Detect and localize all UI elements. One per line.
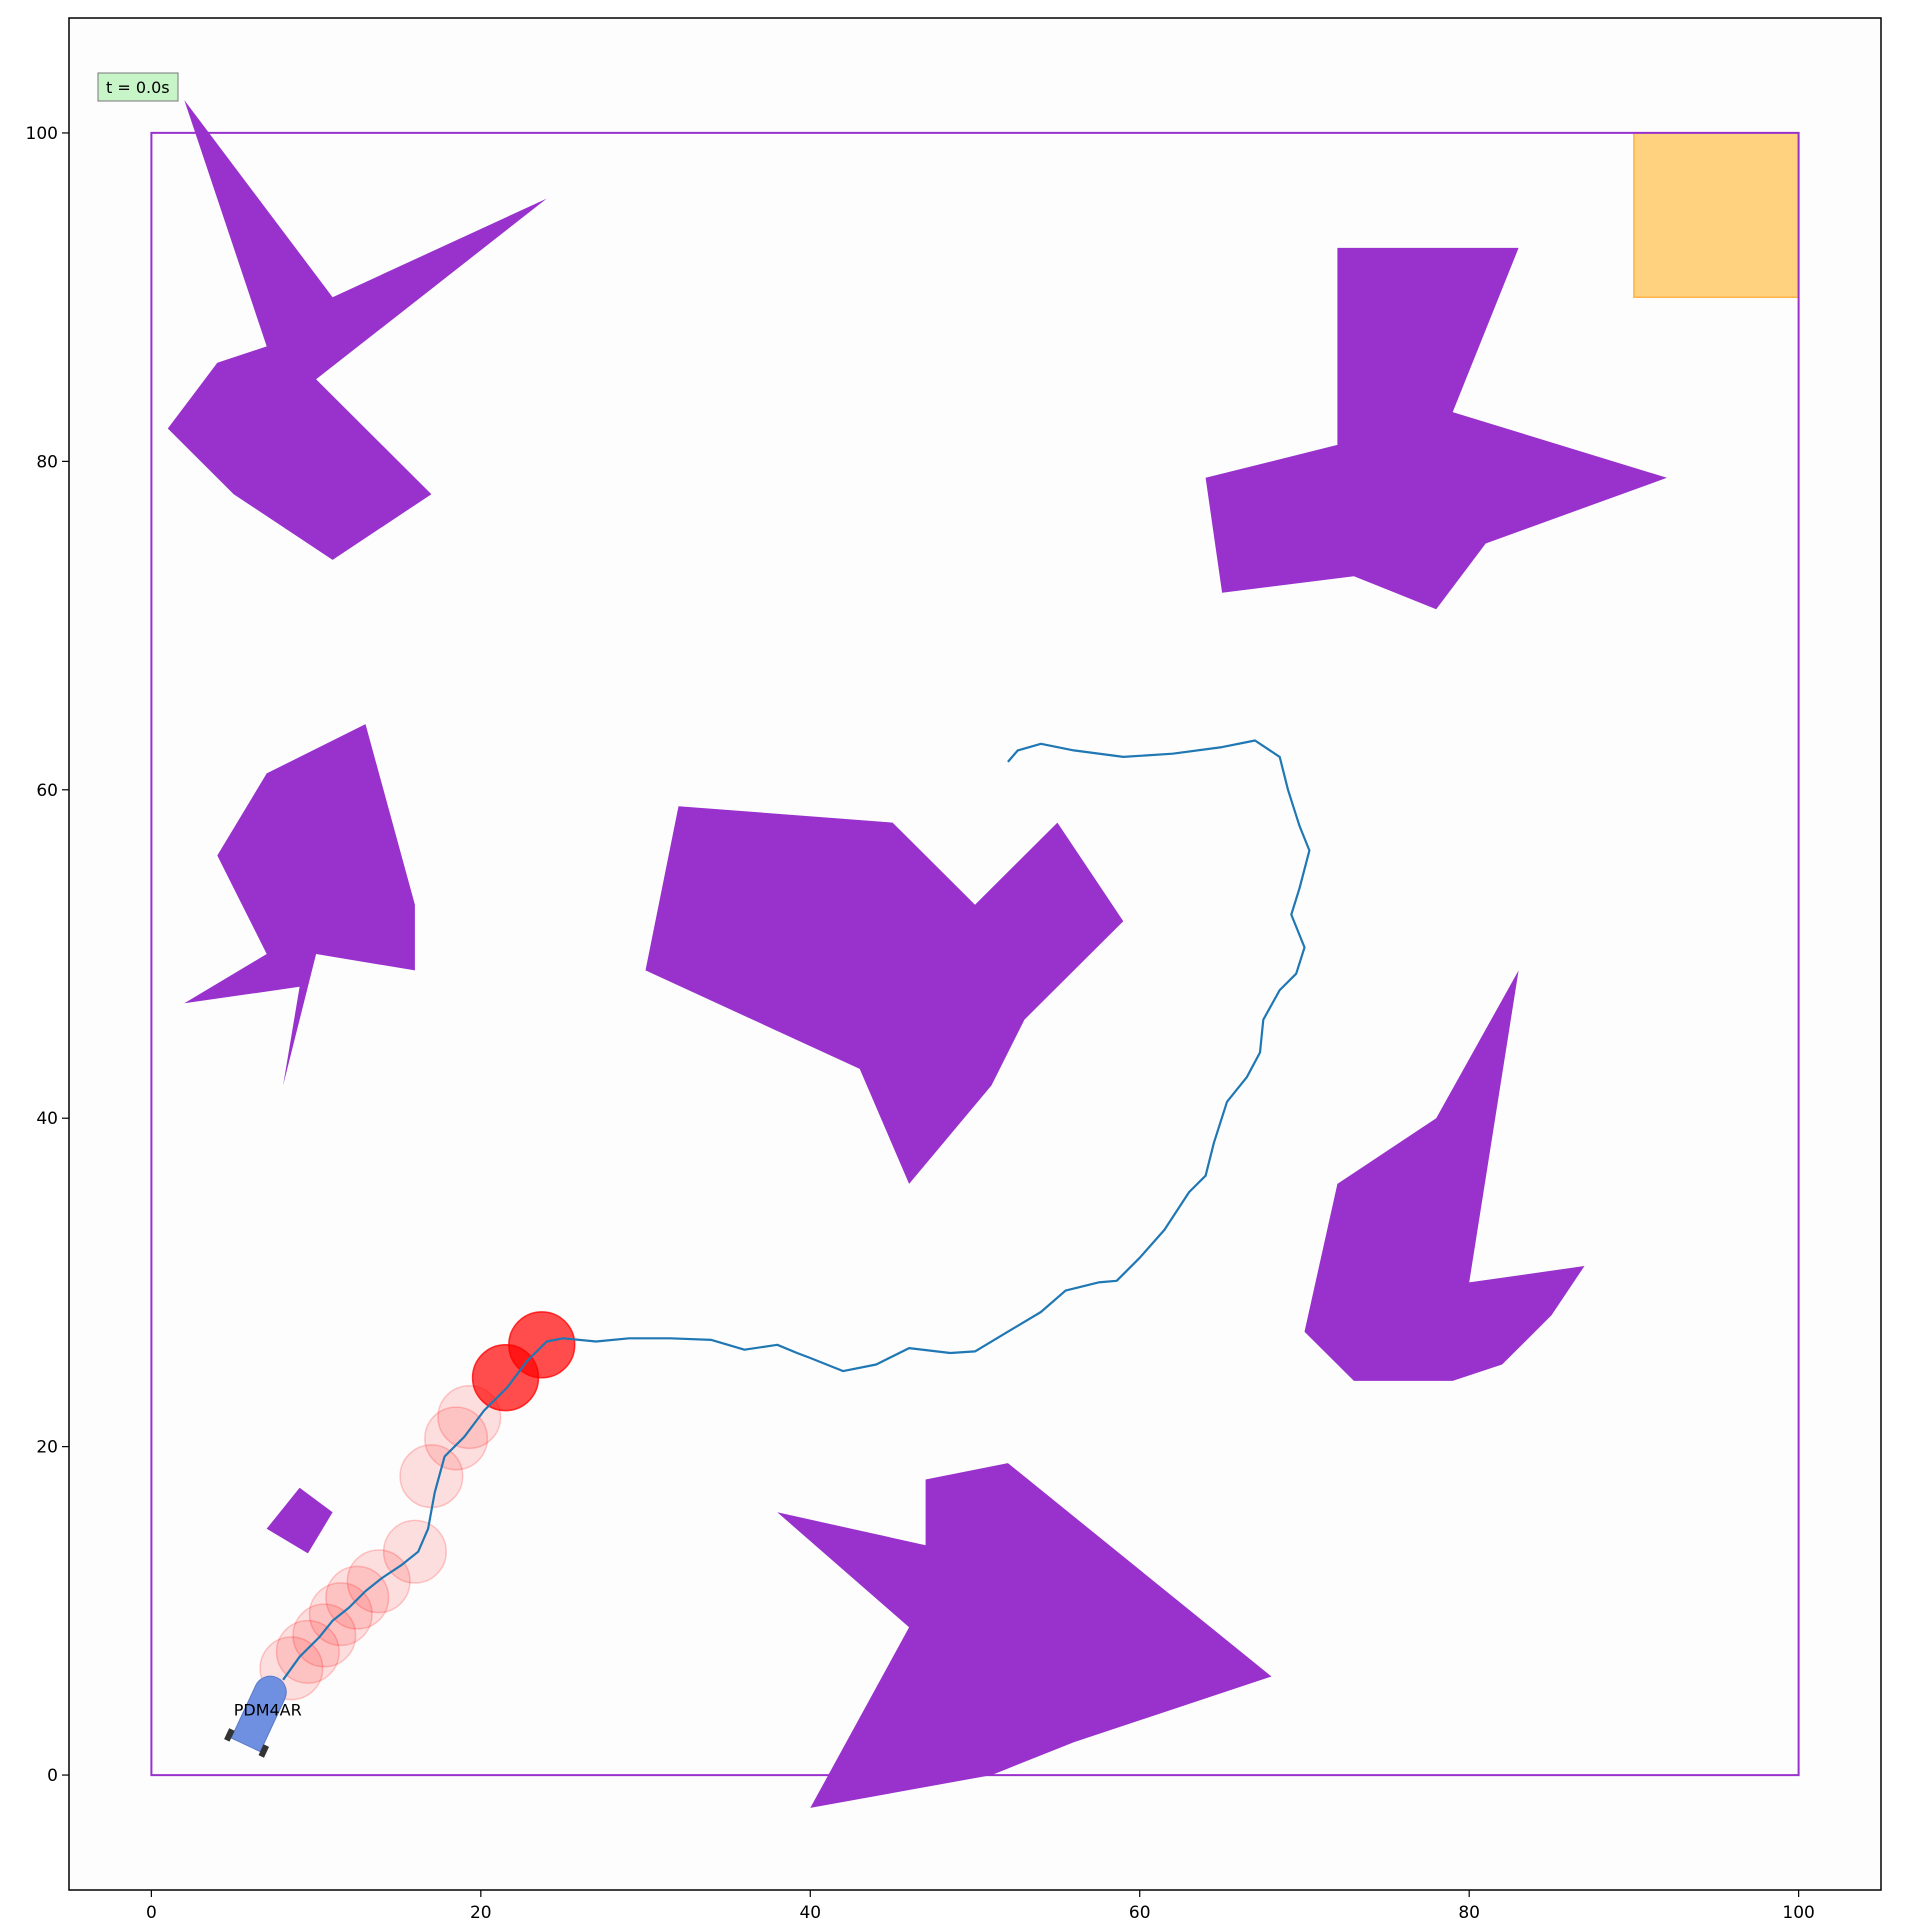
axes-frame — [68, 17, 1882, 1891]
obstacle-1 — [167, 100, 547, 560]
obstacle-7 — [777, 1463, 1272, 1808]
agent-wheel — [258, 1744, 270, 1758]
dynamic-obstacles-layer — [259, 1311, 576, 1701]
obstacle-5 — [1304, 970, 1585, 1381]
workspace-boundary — [150, 131, 1800, 1777]
y-tick-label: 80 — [36, 452, 58, 472]
agent-wheel — [224, 1728, 235, 1742]
x-tick-label: 20 — [470, 1903, 492, 1920]
planned-path — [282, 739, 1311, 1681]
ticks-layer: 0 20 40 60 80 100 0 20 40 60 80 100 — [26, 124, 1815, 1920]
obstacle-3 — [184, 724, 415, 1086]
x-tick-label: 100 — [1782, 1903, 1814, 1920]
y-tick-label: 20 — [36, 1438, 58, 1458]
time-box-background — [97, 72, 179, 102]
goal-layer — [1633, 132, 1800, 298]
agent-body — [230, 1675, 287, 1753]
path-layer — [282, 739, 1311, 1681]
boundary-layer — [150, 131, 1800, 1777]
dynamic-obstacle-9 — [424, 1406, 489, 1471]
obstacle-2 — [1205, 247, 1667, 610]
y-tick-label: 0 — [47, 1766, 58, 1786]
time-box: t = 0.0s — [97, 72, 179, 102]
x-tick-label: 60 — [1129, 1903, 1151, 1920]
x-tick-label: 80 — [1458, 1903, 1480, 1920]
dynamic-obstacle-12 — [508, 1311, 576, 1379]
agent-label: PDM4AR — [234, 1700, 302, 1719]
time-label: t = 0.0s — [106, 78, 170, 97]
obstacle-4 — [645, 806, 1124, 1184]
y-tick-label: 60 — [36, 781, 58, 801]
x-tick-label: 40 — [799, 1903, 821, 1920]
dynamic-obstacle-3 — [292, 1603, 357, 1668]
obstacle-6 — [266, 1487, 333, 1554]
agent-vehicle — [224, 1675, 287, 1758]
obstacles-layer — [167, 100, 1667, 1808]
dynamic-obstacle-7 — [382, 1519, 447, 1584]
agent-layer: PDM4AR — [224, 1675, 302, 1758]
goal-region — [1633, 132, 1800, 298]
x-tick-label: 0 — [146, 1903, 157, 1920]
y-tick-label: 100 — [26, 124, 58, 144]
y-tick-label: 40 — [36, 1109, 58, 1129]
